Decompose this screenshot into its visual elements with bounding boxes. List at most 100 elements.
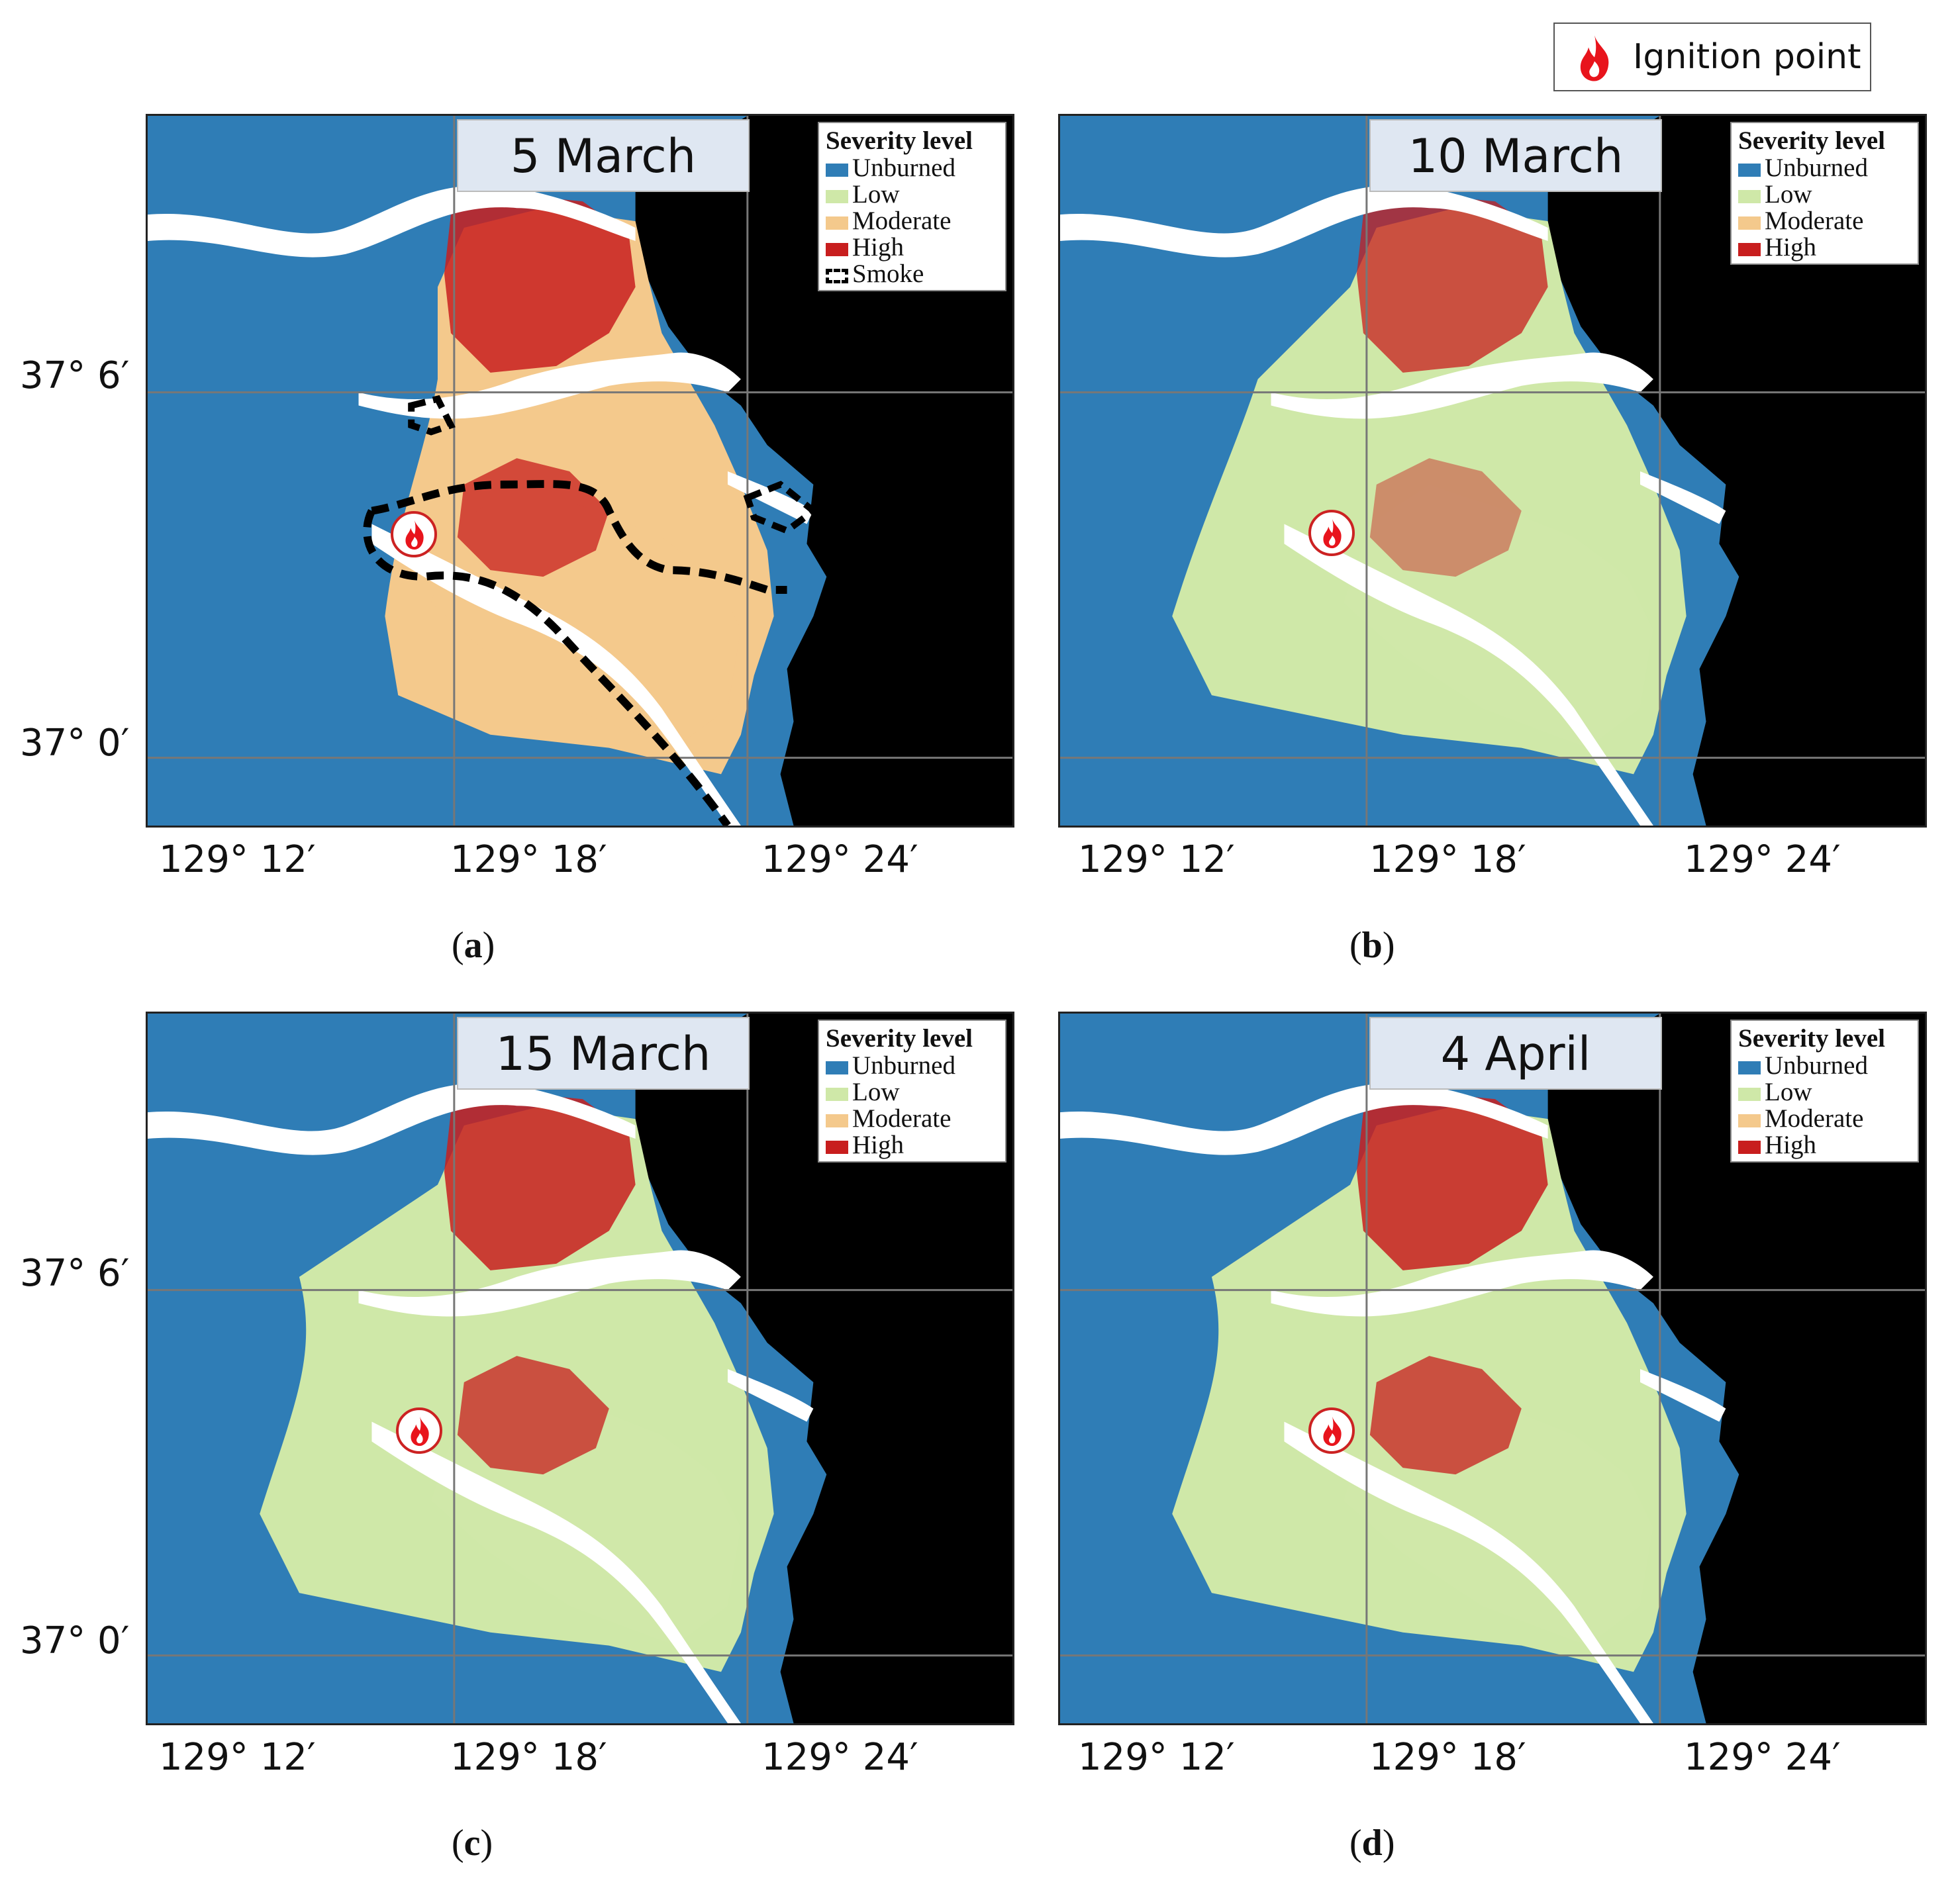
legend-label-moderate: Moderate bbox=[1765, 207, 1864, 235]
severity-legend-title: Severity level bbox=[1738, 126, 1885, 155]
high-swatch bbox=[826, 243, 848, 257]
ignition-point-marker bbox=[391, 511, 437, 557]
unburned-swatch bbox=[1738, 164, 1761, 177]
lon-label-mid: 129° 18′ bbox=[1369, 838, 1526, 881]
panel-date-label: 5 March bbox=[457, 119, 750, 192]
severity-map bbox=[1060, 1014, 1925, 1723]
burn-high-north bbox=[1356, 1092, 1548, 1270]
panel-date-label: 4 April bbox=[1369, 1017, 1662, 1090]
burn-high-central bbox=[457, 1356, 609, 1475]
lon-label-left: 129° 12′ bbox=[1078, 1736, 1235, 1779]
panel-caption: (c) bbox=[452, 1823, 493, 1864]
legend-row-moderate: Moderate bbox=[1738, 1106, 1912, 1132]
low-swatch bbox=[1738, 1088, 1761, 1102]
panel-date-label: 10 March bbox=[1369, 119, 1662, 192]
low-swatch bbox=[826, 1088, 848, 1102]
high-swatch bbox=[1738, 243, 1761, 257]
legend-label-moderate: Moderate bbox=[1765, 1104, 1864, 1133]
river-coast bbox=[1640, 471, 1726, 524]
legend-row-unburned: Unburned bbox=[826, 155, 1000, 181]
legend-row-smoke: Smoke bbox=[826, 261, 1000, 287]
sea bbox=[635, 116, 1012, 826]
panel-a: 5 March Severity level Unburned Low Mode… bbox=[0, 0, 1014, 966]
ignition-legend: Ignition point bbox=[1553, 23, 1871, 91]
unburned-swatch bbox=[1738, 1061, 1761, 1075]
moderate-swatch bbox=[1738, 216, 1761, 230]
unburned-swatch bbox=[826, 1061, 848, 1075]
ignition-point-marker bbox=[1308, 510, 1355, 556]
legend-label-low: Low bbox=[852, 180, 900, 209]
severity-legend: Severity level Unburned Low Moderate Hig… bbox=[818, 1020, 1006, 1163]
legend-label-moderate: Moderate bbox=[852, 1104, 952, 1133]
burn-high-central bbox=[1369, 1356, 1522, 1475]
lon-label-right: 129° 24′ bbox=[761, 838, 918, 881]
moderate-swatch bbox=[826, 1114, 848, 1128]
unburned-swatch bbox=[826, 164, 848, 177]
lon-label-mid: 129° 18′ bbox=[450, 838, 607, 881]
severity-legend-title: Severity level bbox=[826, 1024, 973, 1053]
river-north bbox=[1060, 1082, 1548, 1155]
legend-label-moderate: Moderate bbox=[852, 207, 952, 235]
burn-high-north bbox=[444, 1092, 636, 1270]
burn-high-north bbox=[444, 195, 636, 373]
high-swatch bbox=[826, 1141, 848, 1155]
legend-row-moderate: Moderate bbox=[1738, 208, 1912, 234]
legend-row-low: Low bbox=[826, 181, 1000, 208]
smoke-swatch bbox=[826, 269, 848, 284]
low-swatch bbox=[1738, 190, 1761, 204]
ignition-legend-label: Ignition point bbox=[1633, 37, 1861, 77]
burn-moderate bbox=[1344, 484, 1653, 748]
smoke-outline-coast bbox=[743, 481, 819, 535]
panel-caption: (a) bbox=[452, 925, 495, 966]
legend-label-unburned: Unburned bbox=[1765, 154, 1868, 182]
legend-row-low: Low bbox=[826, 1079, 1000, 1106]
sea bbox=[1547, 116, 1925, 826]
river-coast bbox=[1640, 1368, 1726, 1422]
moderate-swatch bbox=[1738, 1114, 1761, 1128]
map-frame bbox=[1058, 1012, 1927, 1725]
panel-c: 15 March Severity level Unburned Low Mod… bbox=[0, 898, 1014, 1864]
river-coast bbox=[727, 471, 814, 524]
ignition-point-marker bbox=[1308, 1407, 1355, 1454]
legend-row-unburned: Unburned bbox=[1738, 155, 1912, 181]
panel-caption: (d) bbox=[1349, 1823, 1395, 1864]
severity-legend: Severity level Unburned Low Moderate Hig… bbox=[1730, 122, 1919, 265]
legend-label-unburned: Unburned bbox=[852, 1051, 955, 1080]
lon-label-mid: 129° 18′ bbox=[450, 1736, 607, 1779]
legend-row-high: High bbox=[826, 234, 1000, 261]
legend-label-smoke: Smoke bbox=[852, 260, 924, 288]
lon-label-left: 129° 12′ bbox=[1078, 838, 1235, 881]
legend-label-unburned: Unburned bbox=[852, 154, 955, 182]
severity-legend: Severity level Unburned Low Moderate Hig… bbox=[818, 122, 1006, 291]
caption-letter: d bbox=[1361, 1823, 1383, 1864]
legend-row-high: High bbox=[826, 1132, 1000, 1159]
flame-icon bbox=[1323, 1416, 1342, 1447]
burn-high-central bbox=[457, 458, 609, 577]
sea bbox=[635, 1014, 1012, 1723]
severity-legend: Severity level Unburned Low Moderate Hig… bbox=[1730, 1020, 1919, 1163]
legend-row-low: Low bbox=[1738, 1079, 1912, 1106]
lat-label-top: 37° 6′ bbox=[20, 354, 130, 397]
severity-legend-title: Severity level bbox=[826, 126, 973, 155]
moderate-swatch bbox=[826, 216, 848, 230]
lon-label-right: 129° 24′ bbox=[1684, 838, 1841, 881]
ignition-point-marker bbox=[396, 1407, 442, 1454]
legend-row-high: High bbox=[1738, 1132, 1912, 1159]
legend-label-low: Low bbox=[1765, 1078, 1812, 1106]
flame-icon bbox=[405, 520, 424, 550]
legend-row-moderate: Moderate bbox=[826, 1106, 1000, 1132]
lat-label-bottom: 37° 0′ bbox=[20, 722, 130, 765]
burn-high-central bbox=[1369, 458, 1522, 577]
legend-row-high: High bbox=[1738, 234, 1912, 261]
legend-row-unburned: Unburned bbox=[1738, 1053, 1912, 1079]
caption-letter: b bbox=[1361, 925, 1383, 966]
legend-row-low: Low bbox=[1738, 181, 1912, 208]
legend-row-unburned: Unburned bbox=[826, 1053, 1000, 1079]
river-coast bbox=[727, 1368, 814, 1422]
severity-map bbox=[148, 1014, 1012, 1723]
river-north bbox=[148, 1082, 636, 1155]
river-south bbox=[1284, 1421, 1653, 1723]
sea bbox=[1547, 1014, 1925, 1723]
lon-label-left: 129° 12′ bbox=[159, 838, 316, 881]
legend-label-low: Low bbox=[1765, 180, 1812, 209]
